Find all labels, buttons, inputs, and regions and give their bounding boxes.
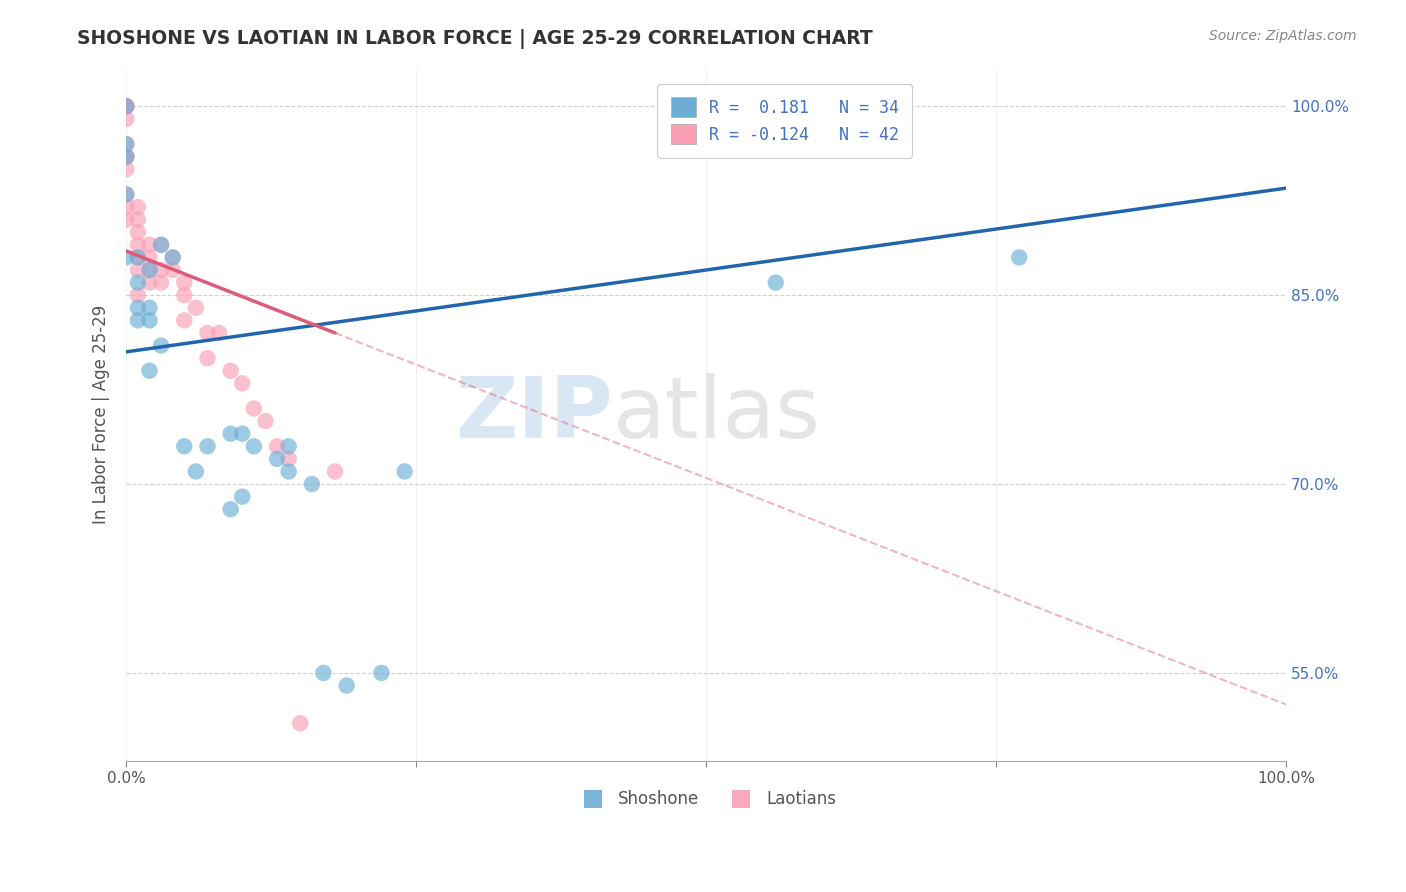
Point [115,150,138,164]
Point [115,162,138,177]
Point [138,263,160,277]
Point [127,251,149,265]
Point [162,251,184,265]
Point [173,313,195,327]
Point [219,426,242,441]
Y-axis label: In Labor Force | Age 25-29: In Labor Force | Age 25-29 [93,305,110,524]
Point [173,439,195,453]
Text: atlas: atlas [613,373,821,457]
Point [336,679,359,693]
Point [115,200,138,214]
Point [127,237,149,252]
Point [115,187,138,202]
Point [208,326,231,340]
Point [115,212,138,227]
Point [127,212,149,227]
Point [370,665,392,680]
Text: SHOSHONE VS LAOTIAN IN LABOR FORCE | AGE 25-29 CORRELATION CHART: SHOSHONE VS LAOTIAN IN LABOR FORCE | AGE… [77,29,873,49]
Point [277,465,299,479]
Point [162,263,184,277]
Text: ZIP: ZIP [456,373,613,457]
Point [150,276,173,290]
Point [197,439,219,453]
Point [127,288,149,302]
Point [115,150,138,164]
Point [173,288,195,302]
Point [138,364,160,378]
Point [115,137,138,152]
Point [127,225,149,239]
Point [115,150,138,164]
Point [162,251,184,265]
Point [231,490,253,504]
Point [115,99,138,113]
Point [115,251,138,265]
Point [127,263,149,277]
Point [127,301,149,315]
Point [127,313,149,327]
Point [138,251,160,265]
Point [115,99,138,113]
Point [301,477,323,491]
Point [394,465,416,479]
Point [150,263,173,277]
Point [138,313,160,327]
Point [219,502,242,516]
Point [243,439,266,453]
Point [323,465,346,479]
Point [115,187,138,202]
Point [173,276,195,290]
Point [184,301,207,315]
Point [197,351,219,365]
Point [219,364,242,378]
Point [231,426,253,441]
Point [197,326,219,340]
Legend: Shoshone, Laotians: Shoshone, Laotians [569,784,842,815]
Point [290,716,312,731]
Point [150,338,173,352]
Point [127,251,149,265]
Point [1008,251,1031,265]
Point [266,439,288,453]
Point [127,200,149,214]
Point [115,112,138,126]
Point [254,414,277,428]
Text: Source: ZipAtlas.com: Source: ZipAtlas.com [1209,29,1357,44]
Point [231,376,253,391]
Point [115,137,138,152]
Point [765,276,787,290]
Point [115,99,138,113]
Point [277,439,299,453]
Point [184,465,207,479]
Point [138,301,160,315]
Point [277,451,299,466]
Point [266,451,288,466]
Point [312,665,335,680]
Point [138,237,160,252]
Point [243,401,266,416]
Point [150,237,173,252]
Point [115,99,138,113]
Point [127,276,149,290]
Point [138,276,160,290]
Point [150,237,173,252]
Point [138,263,160,277]
